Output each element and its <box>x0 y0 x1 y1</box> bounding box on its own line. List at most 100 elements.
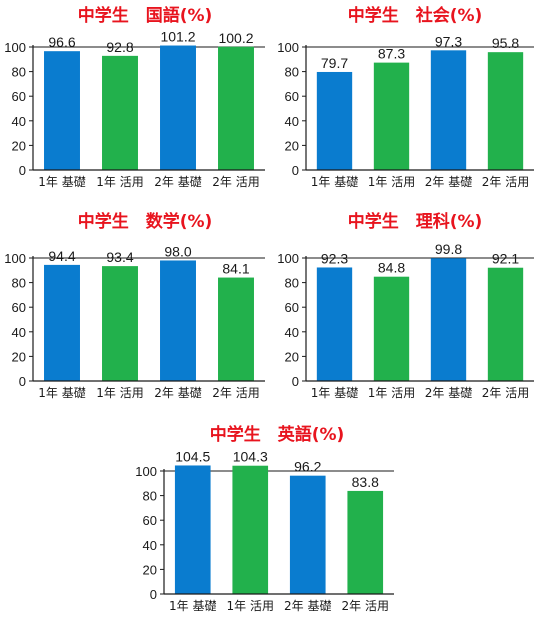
y-tick-label: 60 <box>12 89 26 104</box>
y-tick-label: 0 <box>150 587 157 602</box>
data-label: 94.4 <box>48 248 75 264</box>
data-label: 95.8 <box>492 35 519 51</box>
data-label: 96.6 <box>48 34 75 50</box>
chart-4: 中学生 理科(%) 0 20 40 60 80 100 92.3 1年 基礎 84.8 1年 活用 9… <box>277 211 534 400</box>
bar <box>44 264 80 381</box>
y-tick-label: 60 <box>285 89 299 104</box>
x-tick-label: 2年 活用 <box>212 175 259 189</box>
chart-title: 中学生 数学(%) <box>78 211 213 232</box>
chart-2: 中学生 社会(%) 0 20 40 60 80 100 79.7 1年 基礎 87.3 1年 活用 9… <box>277 5 534 189</box>
y-tick-label: 100 <box>4 251 26 266</box>
data-label: 96.2 <box>294 459 321 475</box>
chart-title: 中学生 社会(%) <box>348 5 483 26</box>
y-tick-label: 80 <box>143 489 157 504</box>
y-tick-label: 100 <box>135 464 157 479</box>
data-label: 104.5 <box>175 448 210 464</box>
x-tick-label: 2年 活用 <box>482 175 529 189</box>
y-tick-label: 40 <box>285 114 299 129</box>
bar <box>430 50 467 170</box>
x-tick-label: 1年 活用 <box>96 175 143 189</box>
y-tick-label: 40 <box>12 325 26 340</box>
chart-3: 中学生 数学(%) 0 20 40 60 80 100 94.4 1年 基礎 93.4 1年 活用 9… <box>4 211 265 400</box>
y-tick-label: 0 <box>19 374 26 389</box>
bar <box>487 52 524 170</box>
x-tick-label: 1年 基礎 <box>38 386 85 400</box>
bar <box>218 46 254 171</box>
data-label: 104.3 <box>233 449 268 465</box>
chart-title: 中学生 国語(%) <box>78 5 213 26</box>
y-tick-label: 80 <box>12 65 26 80</box>
data-label: 84.1 <box>222 261 249 277</box>
x-tick-label: 2年 基礎 <box>425 175 472 189</box>
chart-title: 中学生 英語(%) <box>210 424 345 445</box>
x-tick-label: 1年 活用 <box>227 599 274 613</box>
data-label: 87.3 <box>378 46 405 62</box>
y-tick-label: 20 <box>285 138 299 153</box>
y-tick-label: 40 <box>12 114 26 129</box>
x-tick-label: 2年 活用 <box>342 599 389 613</box>
x-tick-label: 1年 基礎 <box>169 599 216 613</box>
y-tick-label: 40 <box>285 325 299 340</box>
y-tick-label: 0 <box>19 163 26 178</box>
bar <box>373 62 410 170</box>
y-tick-label: 100 <box>277 40 299 55</box>
bar <box>289 475 326 594</box>
x-tick-label: 1年 基礎 <box>38 175 85 189</box>
data-label: 101.2 <box>160 29 195 45</box>
y-tick-label: 60 <box>285 300 299 315</box>
data-label: 92.3 <box>321 250 348 266</box>
bar <box>316 71 353 170</box>
bar <box>102 55 138 170</box>
bar <box>218 277 254 381</box>
y-tick-label: 20 <box>143 562 157 577</box>
data-label: 83.8 <box>352 474 379 490</box>
x-tick-label: 2年 活用 <box>482 386 529 400</box>
data-label: 92.1 <box>492 251 519 267</box>
data-label: 84.8 <box>378 260 405 276</box>
bar <box>44 51 80 170</box>
data-label: 92.8 <box>106 39 133 55</box>
y-tick-label: 60 <box>143 513 157 528</box>
y-tick-label: 100 <box>4 40 26 55</box>
bar <box>430 258 467 381</box>
data-label: 79.7 <box>321 55 348 71</box>
y-tick-label: 0 <box>292 374 299 389</box>
x-tick-label: 1年 基礎 <box>311 175 358 189</box>
x-tick-label: 1年 基礎 <box>311 386 358 400</box>
x-tick-label: 2年 基礎 <box>154 386 201 400</box>
x-tick-label: 2年 基礎 <box>284 599 331 613</box>
bar <box>232 465 269 594</box>
x-tick-label: 1年 活用 <box>368 386 415 400</box>
data-label: 93.4 <box>106 249 133 265</box>
bar <box>160 45 196 170</box>
y-tick-label: 80 <box>285 276 299 291</box>
bar <box>174 465 211 594</box>
bar <box>102 266 138 381</box>
bar <box>373 276 410 381</box>
y-tick-label: 40 <box>143 538 157 553</box>
y-tick-label: 20 <box>12 138 26 153</box>
chart-title: 中学生 理科(%) <box>348 211 483 232</box>
y-tick-label: 0 <box>292 163 299 178</box>
bar <box>347 490 384 594</box>
y-tick-label: 100 <box>277 251 299 266</box>
y-tick-label: 60 <box>12 300 26 315</box>
data-label: 100.2 <box>218 30 253 46</box>
chart-5: 中学生 英語(%) 0 20 40 60 80 100 104.5 1年 基礎 104.3 1年 活… <box>135 424 394 613</box>
data-label: 99.8 <box>435 241 462 257</box>
y-tick-label: 80 <box>285 65 299 80</box>
x-tick-label: 1年 活用 <box>96 386 143 400</box>
x-tick-label: 2年 基礎 <box>154 175 201 189</box>
bar <box>487 267 524 381</box>
x-tick-label: 2年 活用 <box>212 386 259 400</box>
bar <box>160 260 196 381</box>
chart-1: 中学生 国語(%) 0 20 40 60 80 100 96.6 1年 基礎 92.8 1年 活用 1… <box>4 5 265 189</box>
data-label: 98.0 <box>164 243 191 259</box>
x-tick-label: 2年 基礎 <box>425 386 472 400</box>
y-tick-label: 80 <box>12 276 26 291</box>
y-tick-label: 20 <box>12 349 26 364</box>
y-tick-label: 20 <box>285 349 299 364</box>
x-tick-label: 1年 活用 <box>368 175 415 189</box>
